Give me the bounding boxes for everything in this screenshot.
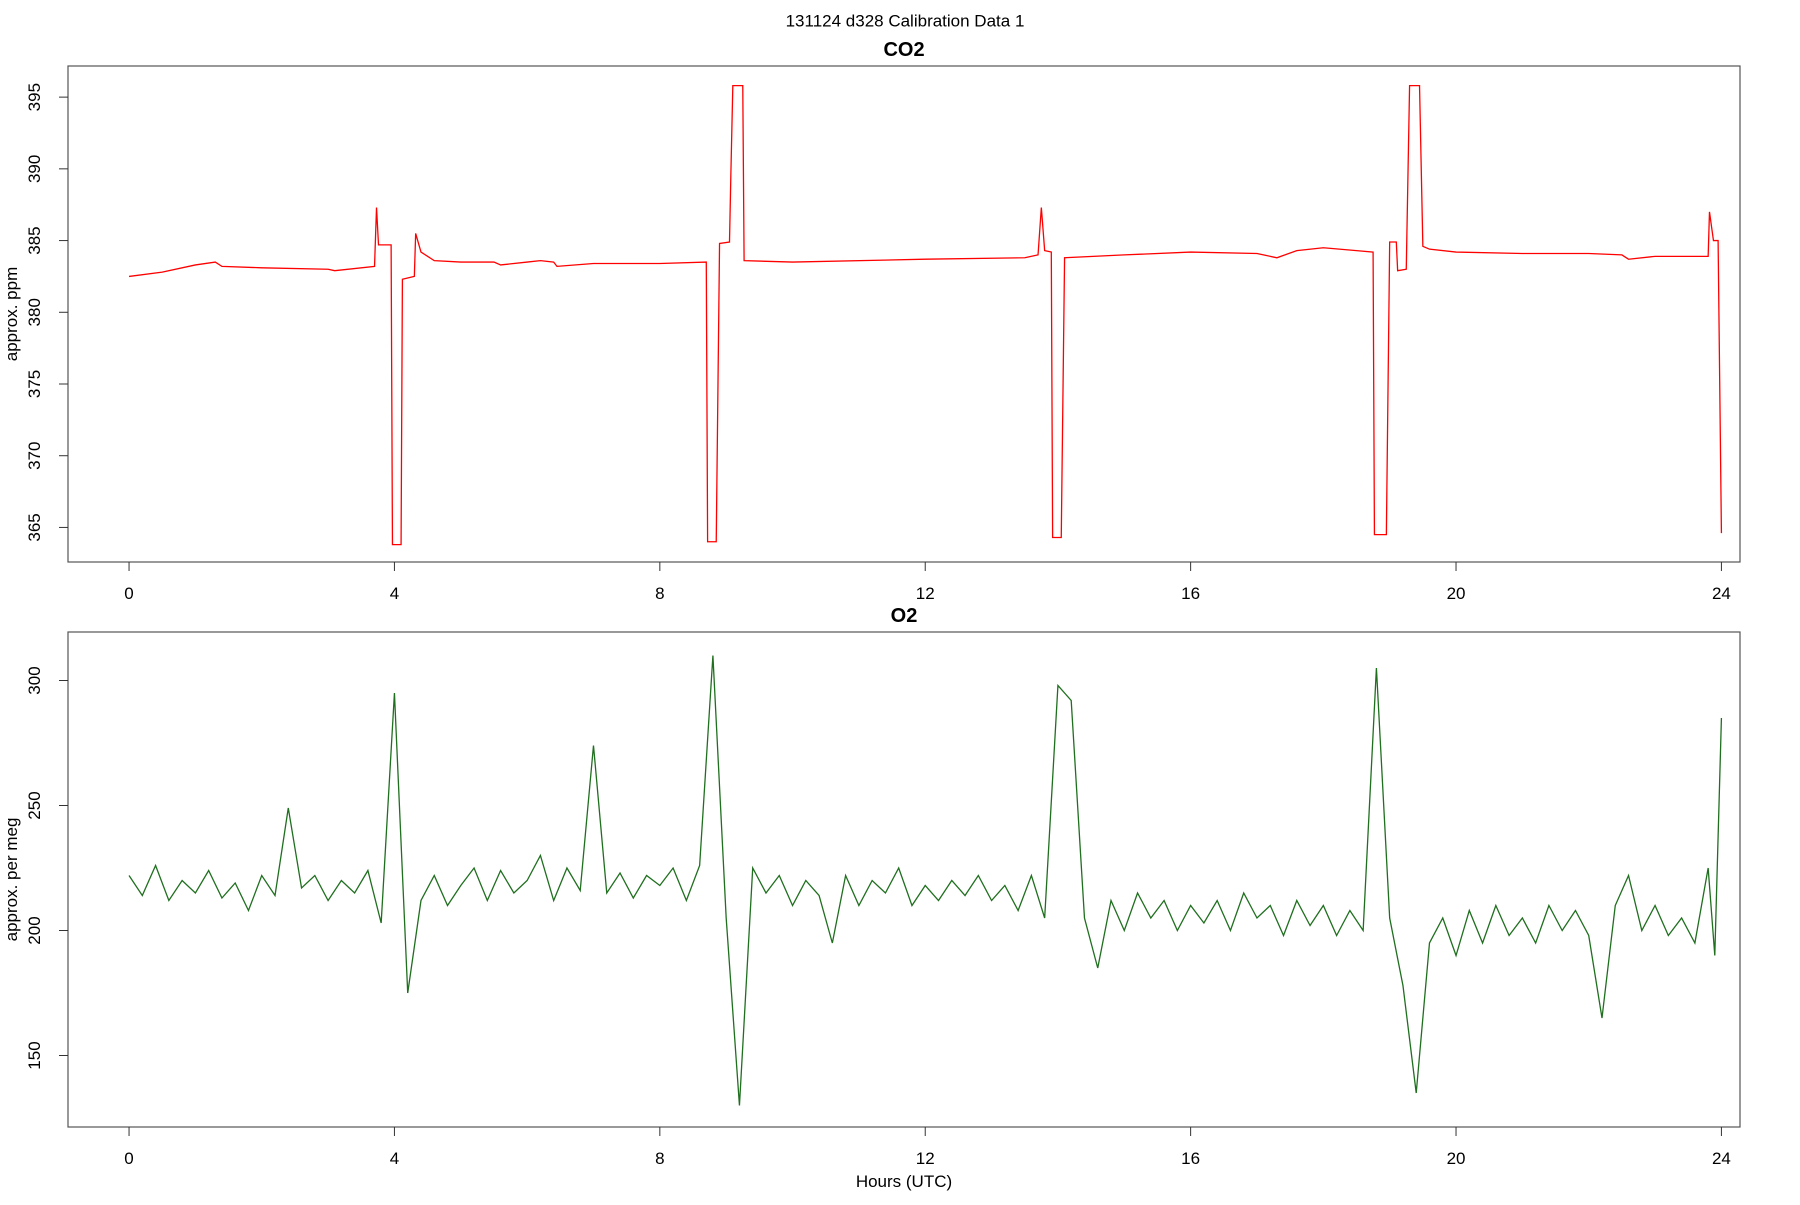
y-axis-label: approx. per meg (2, 818, 21, 942)
plot-frame (67, 631, 1741, 1128)
figure-title: 131124 d328 Calibration Data 1 (786, 11, 1025, 30)
x-tick-label: 16 (1181, 1149, 1200, 1168)
y-tick-label: 300 (25, 666, 44, 694)
x-tick-label: 20 (1447, 584, 1466, 603)
y-tick-label: 385 (25, 226, 44, 254)
y-tick-label: 395 (25, 83, 44, 111)
x-tick-label: 4 (390, 584, 399, 603)
x-tick-label: 8 (655, 584, 664, 603)
x-tick-label: 16 (1181, 584, 1200, 603)
chart-title: O2 (891, 605, 918, 627)
y-tick-label: 365 (25, 513, 44, 541)
x-tick-label: 20 (1447, 1149, 1466, 1168)
y-axis-label: approx. ppm (2, 267, 21, 362)
x-tick-label: 24 (1712, 1149, 1731, 1168)
data-line (128, 655, 1723, 1106)
x-tick-label: 12 (916, 1149, 935, 1168)
chart-title: CO2 (883, 39, 924, 61)
data-line (128, 85, 1723, 546)
y-tick-label: 250 (25, 791, 44, 819)
x-tick-label: 8 (655, 1149, 664, 1168)
plot-frame (67, 65, 1741, 563)
x-tick-label: 4 (390, 1149, 399, 1168)
x-tick-label: 0 (124, 1149, 133, 1168)
x-tick-label: 12 (916, 584, 935, 603)
y-tick-label: 150 (25, 1041, 44, 1069)
x-axis-label: Hours (UTC) (856, 1172, 952, 1191)
x-tick-label: 24 (1712, 584, 1731, 603)
y-tick-label: 380 (25, 298, 44, 326)
y-tick-label: 200 (25, 916, 44, 944)
y-tick-label: 370 (25, 442, 44, 470)
x-tick-label: 0 (124, 584, 133, 603)
y-tick-label: 375 (25, 370, 44, 398)
y-tick-label: 390 (25, 155, 44, 183)
